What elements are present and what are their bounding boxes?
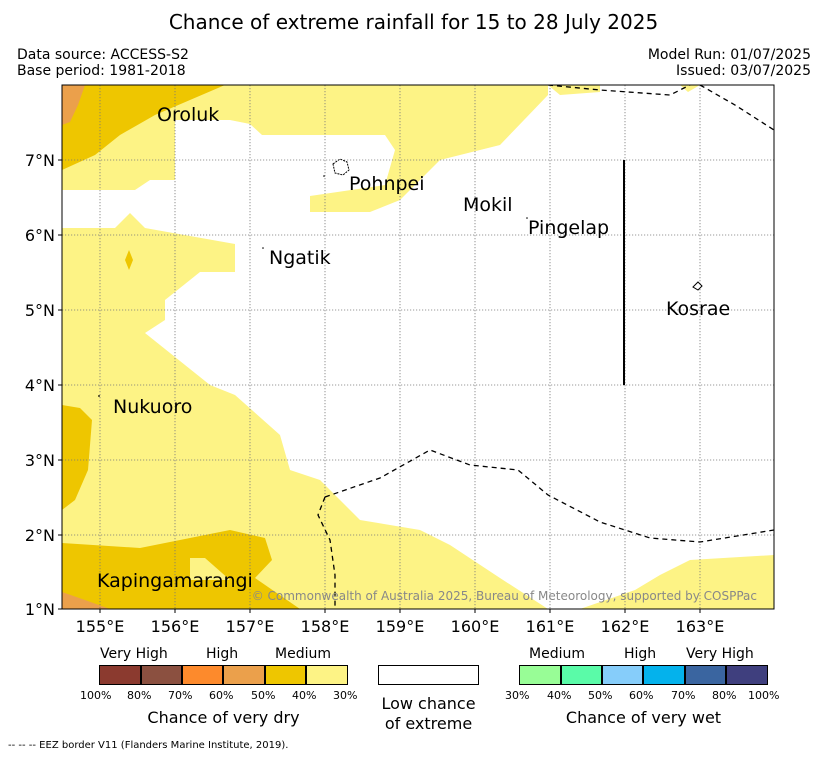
lon-tick-label: 160°E: [451, 617, 500, 636]
lat-tick-label: 2°N: [25, 526, 55, 545]
kosrae-island: [692, 281, 703, 291]
dry-tick: 70%: [168, 689, 193, 702]
eez-border-note: -- -- -- EEZ border V11 (Flanders Marine…: [8, 740, 289, 751]
dry-tick: 50%: [251, 689, 276, 702]
place-label-pingelap: Pingelap: [528, 217, 609, 239]
place-label-oroluk: Oroluk: [157, 104, 219, 126]
dry-30-region: [680, 85, 700, 92]
low-chance-label-line1: Low chance: [381, 694, 476, 713]
ngatik-atoll: [262, 247, 264, 249]
lon-tick-label: 162°E: [601, 617, 650, 636]
wet-tick: 50%: [588, 689, 613, 702]
dry-swatch-80-70: [141, 665, 182, 685]
lat-tick-label: 5°N: [25, 301, 55, 320]
nukuoro-atoll: [98, 395, 100, 397]
dry-tick: 100%: [80, 689, 112, 702]
lon-tick-label: 163°E: [676, 617, 725, 636]
dry-40-region: [125, 250, 133, 270]
wet-tick: 80%: [712, 689, 737, 702]
dry-legend-header: Medium: [275, 646, 331, 662]
eez-border: [317, 85, 774, 609]
wet-legend-header: Very High: [686, 646, 754, 662]
data-source: Data source: ACCESS-S2: [17, 47, 189, 63]
low-chance-swatch: [378, 665, 479, 685]
dry-legend-header: High: [206, 646, 239, 662]
wet-swatch-80-100: [726, 665, 768, 685]
lon-tick-label: 158°E: [301, 617, 350, 636]
dry-30-region: [580, 555, 774, 609]
wet-swatch-70-80: [685, 665, 726, 685]
issued-date: Issued: 03/07/2025: [676, 63, 811, 79]
wet-swatch-50-60: [602, 665, 643, 685]
lat-tick-label: 7°N: [25, 151, 55, 170]
place-label-pohnpei: Pohnpei: [349, 173, 425, 195]
dry-swatch-50-40: [265, 665, 306, 685]
dry-swatch-60-50: [223, 665, 265, 685]
place-label-nukuoro: Nukuoro: [113, 396, 192, 418]
dry-40-region: [62, 530, 300, 609]
lat-tick-label: 1°N: [25, 600, 55, 619]
lon-tick-label: 155°E: [76, 617, 125, 636]
dry-50-region: [62, 85, 85, 125]
place-label-kosrae: Kosrae: [666, 298, 730, 320]
dry-40-region: [62, 405, 92, 510]
dry-tick: 60%: [209, 689, 234, 702]
dry-swatch-70-60: [182, 665, 223, 685]
dry-30-region: [62, 85, 548, 212]
pingelap-atoll: [526, 217, 528, 219]
lat-tick-label: 4°N: [25, 376, 55, 395]
low-chance-label-line2: of extreme: [384, 714, 473, 733]
lat-tick-label: 6°N: [25, 226, 55, 245]
wet-legend-header: High: [624, 646, 657, 662]
wet-swatch-60-70: [643, 665, 685, 685]
oroluk-atoll: [323, 175, 325, 177]
wet-tick: 30%: [505, 689, 530, 702]
place-label-kapingamarangi: Kapingamarangi: [97, 570, 253, 592]
wet-tick: 40%: [547, 689, 572, 702]
wet-tick: 100%: [748, 689, 780, 702]
wet-swatch-30-40: [519, 665, 561, 685]
model-run: Model Run: 01/07/2025: [647, 47, 811, 63]
dry-tick: 80%: [127, 689, 152, 702]
dry-30-region: [190, 558, 230, 580]
wet-swatch-40-50: [561, 665, 602, 685]
pohnpei-island: [332, 158, 350, 176]
wet-legend-caption: Chance of very wet: [565, 708, 722, 727]
dry-tick: 40%: [292, 689, 317, 702]
dry-legend-caption: Chance of very dry: [147, 708, 300, 727]
place-label-ngatik: Ngatik: [269, 247, 331, 269]
base-period: Base period: 1981-2018: [17, 63, 186, 79]
dry-legend-header: Very High: [100, 646, 168, 662]
dry-30-region: [548, 85, 600, 95]
place-label-mokil: Mokil: [463, 194, 513, 216]
wet-legend-header: Medium: [529, 646, 585, 662]
lon-tick-label: 156°E: [151, 617, 200, 636]
dry-50-region: [62, 592, 110, 609]
lat-tick-label: 3°N: [25, 451, 55, 470]
lon-tick-label: 161°E: [526, 617, 575, 636]
dry-30-region: [62, 213, 548, 609]
wet-tick: 70%: [671, 689, 696, 702]
dry-tick: 30%: [333, 689, 358, 702]
dry-40-region: [62, 85, 225, 170]
lon-tick-label: 159°E: [376, 617, 425, 636]
lon-tick-label: 157°E: [226, 617, 275, 636]
dry-swatch-100-80: [99, 665, 141, 685]
wet-tick: 60%: [629, 689, 654, 702]
dry-swatch-40-30: [306, 665, 348, 685]
plot-frame: [61, 84, 775, 610]
map-title: Chance of extreme rainfall for 15 to 28 …: [168, 10, 659, 34]
copyright-notice: © Commonwealth of Australia 2025, Bureau…: [252, 589, 757, 603]
